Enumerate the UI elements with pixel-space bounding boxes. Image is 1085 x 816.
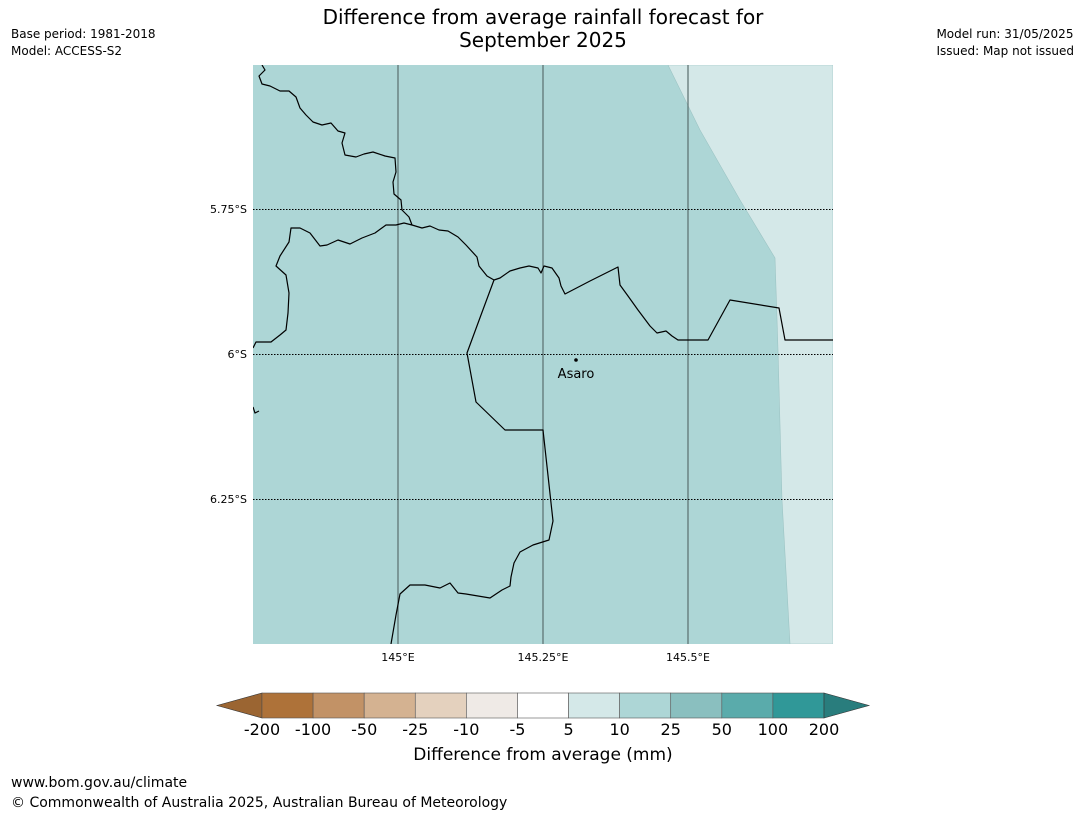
base-period-text: Base period: 1981-2018 [11, 27, 156, 41]
model-run-text: Model run: 31/05/2025 [936, 27, 1074, 41]
lon-label-145-25e: 145.25°E [518, 651, 569, 664]
boundary-northern [253, 65, 413, 349]
colorbar-tick-label: -200 [244, 720, 280, 739]
colorbar-box [772, 692, 825, 719]
colorbar-tick-label: -10 [453, 720, 479, 739]
issued-text: Issued: Map not issued [936, 44, 1074, 58]
colorbar-tick-label: -5 [509, 720, 525, 739]
lon-label-145-5e: 145.5°E [666, 651, 710, 664]
colorbar-box [414, 692, 467, 719]
colorbar [215, 692, 871, 719]
chart-title: Difference from average rainfall forecas… [243, 6, 843, 52]
colorbar-tick-label: 50 [712, 720, 732, 739]
colorbar-box [363, 692, 416, 719]
colorbar-extension-low [215, 692, 263, 719]
colorbar-tick-label: 100 [758, 720, 789, 739]
colorbar-tick-label: 10 [609, 720, 629, 739]
colorbar-tick-label: 200 [809, 720, 840, 739]
title-line-2: September 2025 [459, 28, 627, 52]
colorbar-box [721, 692, 774, 719]
model-text: Model: ACCESS-S2 [11, 44, 123, 58]
colorbar-box [568, 692, 620, 719]
boundary-central [411, 224, 833, 341]
meta-left: Base period: 1981-2018 Model: ACCESS-S2 [11, 26, 156, 60]
lon-label-145e: 145°E [381, 651, 414, 664]
title-line-1: Difference from average rainfall forecas… [322, 5, 764, 29]
colorbar-tick-label: -50 [351, 720, 377, 739]
colorbar-tick-label: 25 [661, 720, 681, 739]
map-panel: Asaro [253, 65, 833, 644]
colorbar-tick-label: -100 [295, 720, 331, 739]
asaro-town-marker [574, 358, 578, 362]
colorbar-tick-label: -25 [402, 720, 428, 739]
colorbar-extension-high [823, 692, 871, 719]
colorbar-box [261, 692, 314, 719]
footer-copyright: © Commonwealth of Australia 2025, Austra… [11, 795, 508, 811]
lat-label-6s: 6°S [228, 348, 247, 361]
colorbar-label: Difference from average (mm) [413, 745, 673, 765]
colorbar-box [466, 692, 518, 719]
footer-url[interactable]: www.bom.gov.au/climate [11, 775, 188, 791]
rainfall-5-10-region [667, 65, 833, 644]
lat-label-6-25s: 6.25°S [210, 493, 247, 506]
colorbar-box [619, 692, 672, 719]
colorbar-box [312, 692, 365, 719]
colorbar-tick-labels: -200 -100 -50 -25 -10 -5 5 10 25 50 100 200 [244, 720, 839, 739]
colorbar-box [670, 692, 723, 719]
lat-label-5-75s: 5.75°S [210, 203, 247, 216]
asaro-town-label: Asaro [558, 367, 595, 382]
meta-right: Model run: 31/05/2025 Issued: Map not is… [936, 26, 1074, 60]
boundary-eastern [390, 279, 554, 644]
colorbar-box [517, 692, 569, 719]
colorbar-tick-label: 5 [563, 720, 573, 739]
boundary-west-fragment [253, 406, 260, 414]
